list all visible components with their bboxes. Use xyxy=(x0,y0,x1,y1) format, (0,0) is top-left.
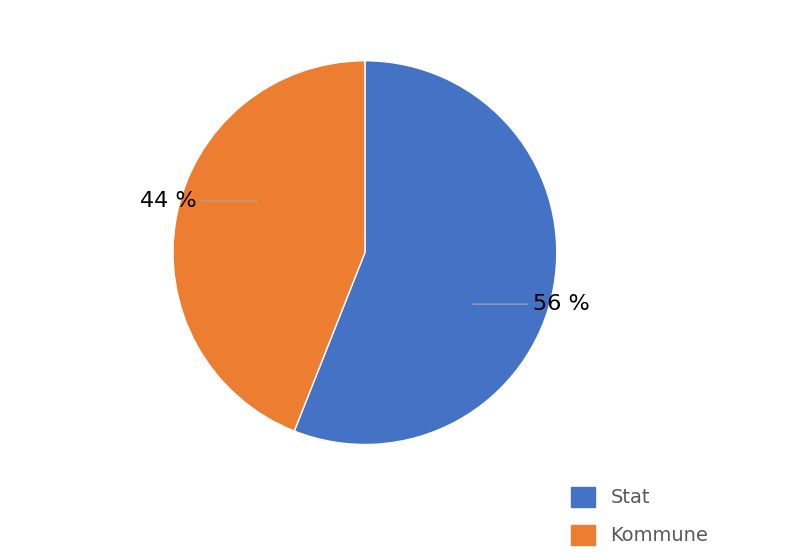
Legend: Stat, Kommune: Stat, Kommune xyxy=(564,479,716,553)
Text: 44 %: 44 % xyxy=(140,191,257,211)
Wedge shape xyxy=(294,61,557,445)
Wedge shape xyxy=(173,61,365,431)
Text: 56 %: 56 % xyxy=(473,294,590,314)
